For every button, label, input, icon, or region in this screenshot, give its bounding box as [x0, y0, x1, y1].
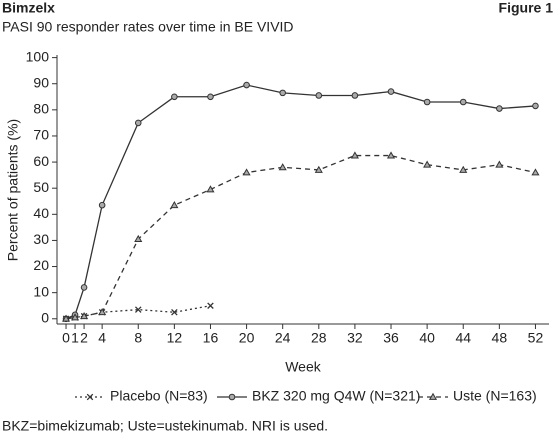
x-tick-label: 52 [528, 330, 544, 346]
x-tick-label: 1 [71, 330, 79, 346]
y-axis-label: Percent of patients (%) [5, 119, 21, 261]
marker [387, 88, 395, 95]
y-tick-label: 60 [33, 153, 49, 169]
marker [98, 308, 107, 316]
series-line [65, 84, 536, 320]
marker [134, 119, 142, 127]
marker [80, 311, 89, 320]
marker [98, 201, 106, 209]
marker [134, 234, 143, 243]
marker [207, 93, 214, 101]
y-tick-label: 70 [33, 127, 49, 143]
marker [314, 165, 323, 173]
marker [423, 98, 431, 106]
x-tick-label: 8 [134, 330, 142, 346]
y-tick-label: 0 [41, 309, 49, 325]
marker [80, 284, 88, 291]
marker [350, 151, 359, 159]
marker [531, 168, 540, 176]
x-tick-label: 28 [311, 330, 327, 346]
x-tick-label: 12 [167, 330, 183, 346]
marker [61, 314, 71, 322]
marker [315, 92, 323, 99]
marker [70, 313, 80, 321]
legend-label: Uste (N=163) [453, 388, 537, 404]
legend-marker [228, 393, 236, 401]
marker [243, 81, 250, 89]
x-tick-label: 48 [492, 330, 508, 346]
x-tick-label: 36 [383, 330, 399, 346]
subtitle: PASI 90 responder rates over time in BE … [2, 19, 294, 35]
x-tick-label: 40 [419, 330, 435, 346]
marker [459, 98, 467, 106]
y-tick-label: 100 [26, 48, 50, 64]
legend-marker [428, 392, 438, 400]
x-tick-label: 44 [455, 330, 471, 346]
legend-label: Placebo (N=83) [110, 388, 208, 404]
x-tick-label: 24 [275, 330, 291, 346]
marker [134, 306, 142, 313]
marker [351, 92, 359, 99]
marker [207, 302, 214, 309]
marker [278, 163, 287, 171]
marker [279, 89, 286, 97]
y-tick-label: 20 [33, 257, 49, 273]
marker [496, 105, 503, 112]
y-tick-label: 50 [33, 179, 49, 195]
marker [242, 168, 251, 176]
legend-marker [86, 393, 94, 401]
brand: Bimzelx [2, 0, 55, 16]
marker [171, 308, 178, 316]
x-tick-label: 2 [80, 330, 88, 346]
marker [206, 185, 215, 193]
y-tick-label: 90 [33, 74, 49, 90]
x-tick-label: 0 [62, 330, 70, 346]
y-tick-label: 80 [33, 101, 49, 117]
marker [532, 102, 539, 110]
series-line [65, 305, 211, 320]
marker [423, 160, 432, 168]
legend-label: BKZ 320 mg Q4W (N=321) [252, 388, 420, 404]
marker [386, 151, 396, 159]
marker [170, 200, 179, 209]
x-tick-label: 20 [239, 330, 255, 346]
x-axis-label: Week [285, 359, 322, 375]
x-tick-label: 16 [203, 330, 219, 346]
x-tick-label: 32 [347, 330, 363, 346]
figure-label: Figure 1 [499, 0, 554, 16]
series-line [65, 154, 536, 320]
x-tick-label: 4 [98, 330, 106, 346]
y-tick-label: 30 [33, 231, 49, 247]
marker [171, 93, 178, 101]
y-tick-label: 40 [33, 205, 49, 221]
marker [495, 160, 504, 168]
y-tick-label: 10 [33, 283, 49, 299]
marker [459, 165, 468, 173]
footnote: BKZ=bimekizumab; Uste=ustekinumab. NRI i… [2, 418, 328, 434]
